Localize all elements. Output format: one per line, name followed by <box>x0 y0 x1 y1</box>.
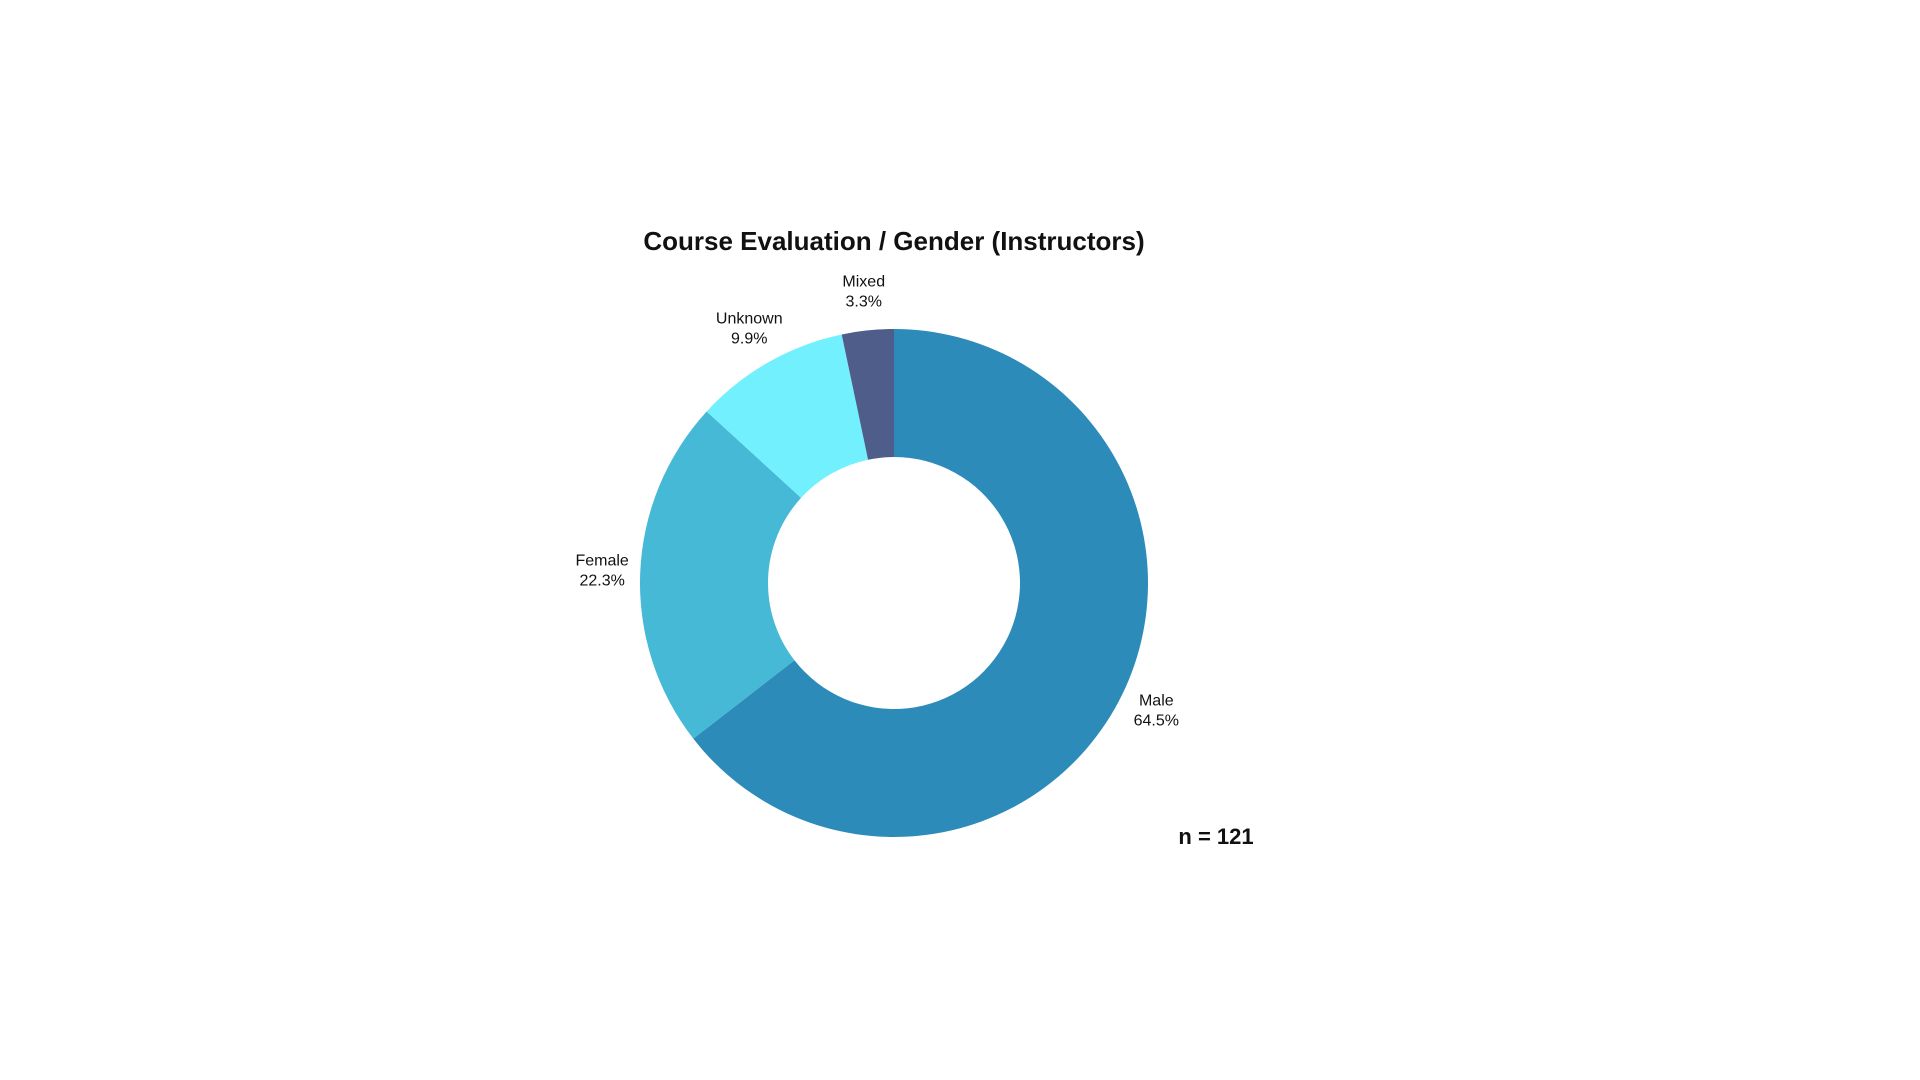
value-label: 3.3% <box>846 294 882 311</box>
wedge <box>693 329 1148 838</box>
slice-label: Mixed <box>842 274 885 291</box>
annotation: n = 121 <box>1178 824 1253 849</box>
wedge <box>706 334 869 498</box>
value-label: 9.9% <box>731 330 767 347</box>
chart-title: Course Evaluation / Gender (Instructors) <box>643 226 1144 256</box>
slice-label: Unknown <box>716 310 783 327</box>
value-label: 22.3% <box>579 572 624 589</box>
wedge <box>639 411 802 739</box>
slice-label: Male <box>1139 693 1174 710</box>
wedge <box>841 329 894 460</box>
slice-label: Female <box>575 552 628 569</box>
value-label: 64.5% <box>1134 713 1179 730</box>
